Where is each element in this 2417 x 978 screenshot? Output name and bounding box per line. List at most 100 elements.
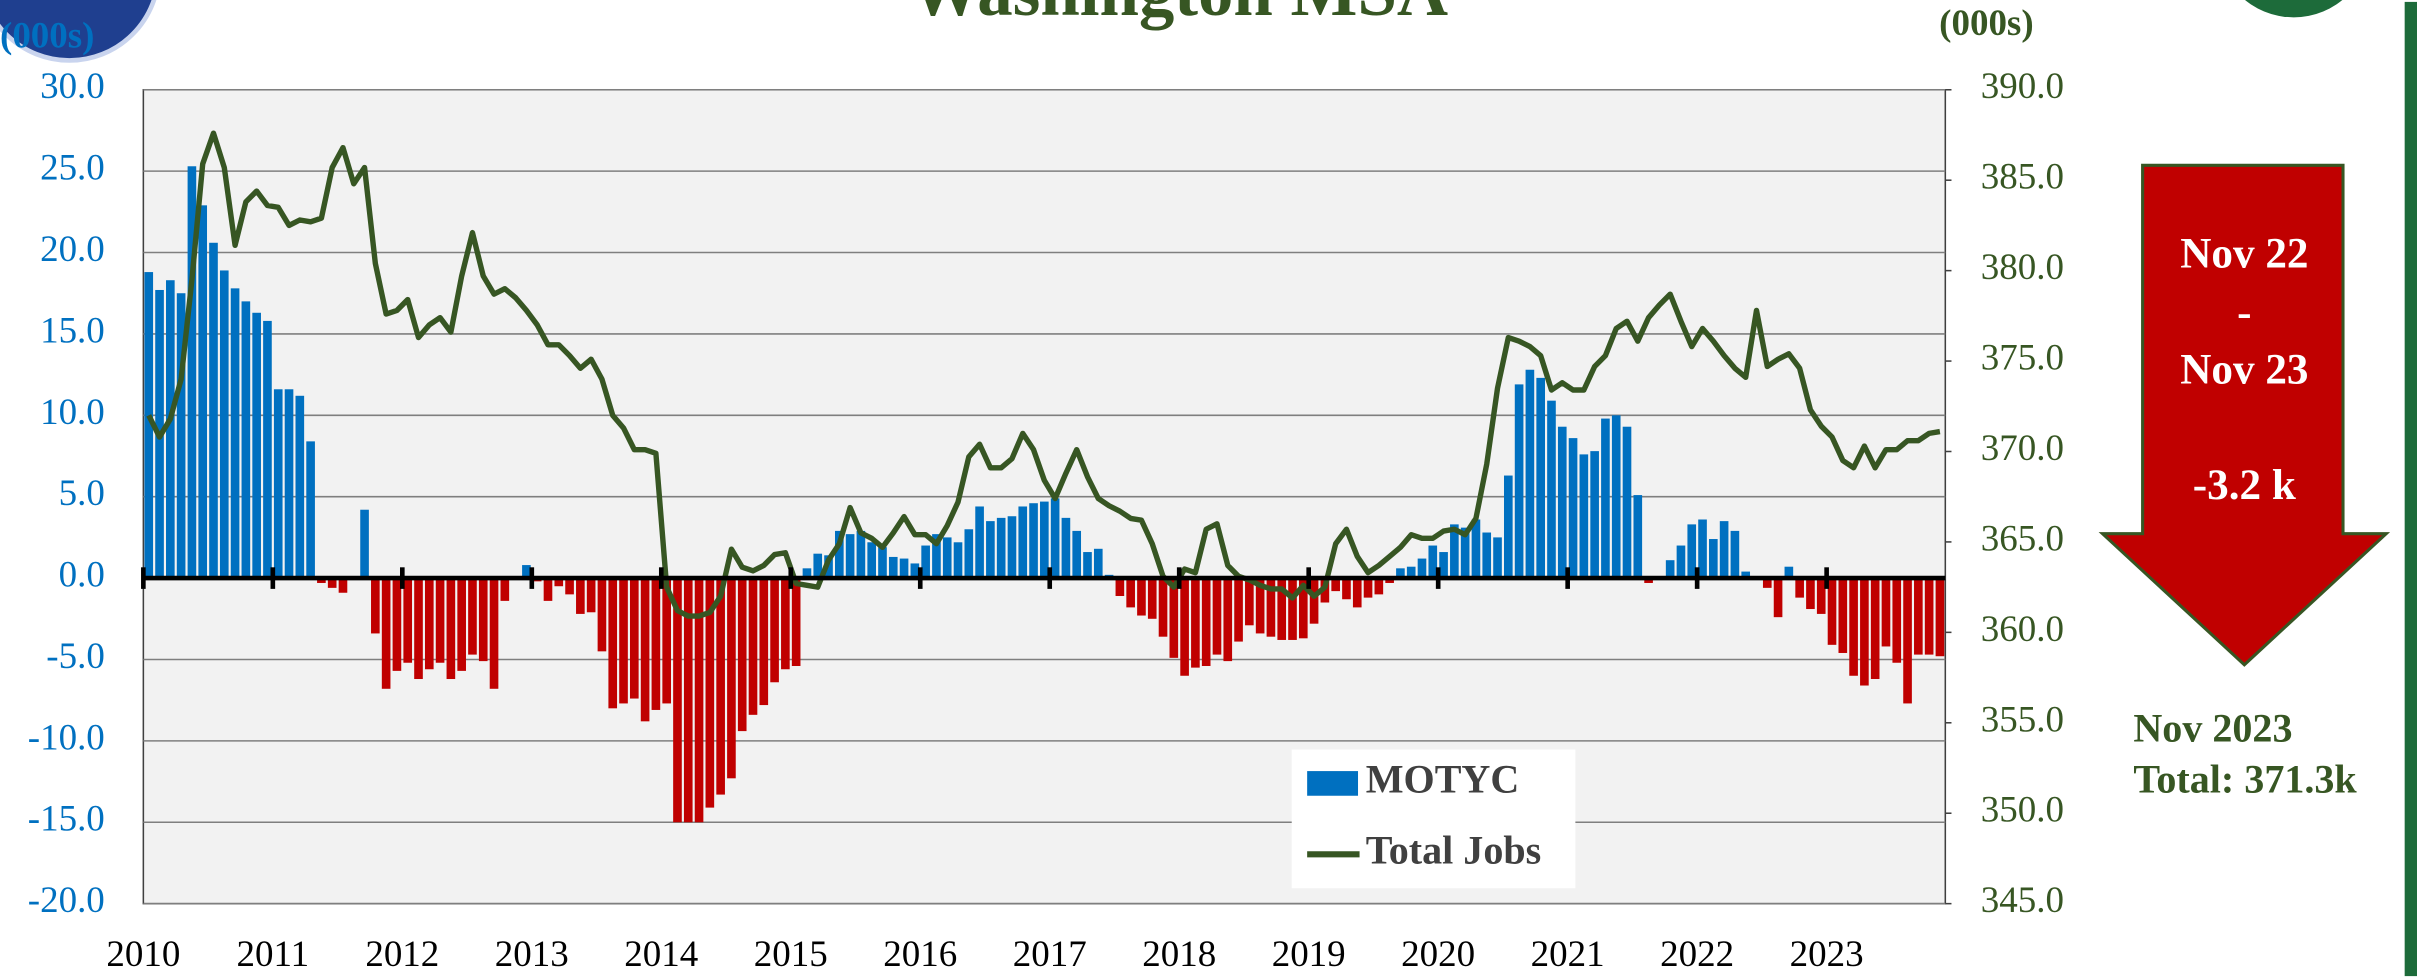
- arrow-label: -: [2237, 289, 2251, 336]
- bar: [867, 542, 877, 579]
- total-label: Total: 371.3k: [2133, 757, 2357, 802]
- bar: [813, 553, 823, 579]
- bar: [845, 534, 855, 579]
- y-tick-label: 15.0: [40, 310, 105, 351]
- y2-tick-label: 390.0: [1981, 66, 2064, 107]
- bar: [1622, 426, 1632, 579]
- right-border: [2404, 1, 2417, 977]
- x-tick-label: 2012: [365, 934, 439, 975]
- bar: [1115, 578, 1125, 597]
- bar: [1158, 578, 1168, 637]
- bar: [1083, 552, 1092, 579]
- bar: [586, 578, 596, 613]
- bar: [500, 578, 510, 601]
- bar: [975, 506, 984, 579]
- y2-tick-label: 355.0: [1981, 699, 2064, 740]
- y2-axis-label: (000s): [1939, 3, 2034, 44]
- x-tick-label: 2014: [624, 934, 698, 975]
- bar: [1385, 578, 1394, 583]
- bar: [241, 301, 251, 579]
- x-tick-label: 2011: [237, 934, 310, 975]
- bar: [856, 530, 866, 579]
- bar: [759, 578, 769, 706]
- y-tick-label: 30.0: [40, 66, 105, 107]
- bar: [176, 293, 186, 579]
- bar: [371, 578, 380, 634]
- x-tick-label: 2015: [754, 934, 828, 975]
- bar: [1396, 568, 1405, 579]
- bar: [1471, 519, 1481, 579]
- y-axis-label: (000s): [0, 15, 95, 56]
- bar: [1806, 578, 1815, 610]
- x-tick-label: 2020: [1401, 934, 1475, 975]
- bar: [166, 280, 175, 579]
- bar: [198, 205, 208, 579]
- bar: [1935, 578, 1945, 657]
- bar: [1525, 369, 1535, 579]
- arrow-label: Nov 23: [2180, 346, 2308, 393]
- bar: [446, 578, 456, 680]
- logo-right: [2245, 0, 2343, 18]
- bar: [737, 578, 747, 732]
- bar: [996, 517, 1006, 579]
- marks: [144, 130, 1945, 823]
- bar: [317, 578, 326, 583]
- bar: [543, 578, 553, 601]
- bar: [878, 547, 887, 579]
- bar: [219, 270, 229, 579]
- bar: [673, 578, 682, 823]
- x-tick-label: 2017: [1013, 934, 1087, 975]
- y2-tick-label: 370.0: [1981, 428, 2064, 469]
- bar: [835, 530, 844, 579]
- bar: [1093, 548, 1103, 579]
- bar: [360, 509, 369, 579]
- bar: [263, 320, 272, 579]
- bar: [1309, 578, 1319, 624]
- y-tick-label: 0.0: [59, 555, 105, 596]
- y-tick-label: 20.0: [40, 229, 105, 270]
- bar: [1061, 517, 1071, 579]
- y-tick-label: -10.0: [28, 717, 105, 758]
- bar: [1849, 578, 1858, 676]
- bar: [1816, 578, 1826, 614]
- bar: [1838, 578, 1848, 653]
- bar: [1342, 578, 1351, 600]
- bar: [554, 578, 564, 587]
- bar: [629, 578, 639, 699]
- bar: [651, 578, 661, 710]
- legend-label: Total Jobs: [1366, 828, 1542, 873]
- bar: [273, 389, 283, 579]
- logo-left: [0, 0, 157, 63]
- bar: [910, 563, 920, 579]
- bar: [478, 578, 488, 662]
- bar: [1191, 578, 1200, 668]
- bar: [1601, 418, 1610, 579]
- bar: [1201, 578, 1211, 666]
- axes: -20.0 -15.0 -10.0 -5.0 0.0 5.0 10.0 15.0 20.0 25.…: [28, 66, 2064, 975]
- bar: [1352, 578, 1362, 608]
- bar: [1298, 578, 1308, 639]
- bar: [1255, 578, 1265, 634]
- y2-tick-label: 385.0: [1981, 157, 2064, 198]
- bar: [1007, 516, 1017, 579]
- bar: [457, 578, 466, 671]
- bar: [414, 578, 423, 680]
- bar: [1417, 558, 1427, 579]
- legend-entries: MOTYC Total Jobs: [1307, 757, 1541, 873]
- bar: [489, 578, 499, 689]
- bar: [802, 568, 812, 579]
- bar: [1892, 578, 1902, 663]
- bar: [565, 578, 574, 595]
- x-tick-label: 2019: [1272, 934, 1346, 975]
- bar: [1428, 545, 1438, 579]
- bar: [1784, 566, 1794, 579]
- bar: [1924, 578, 1934, 655]
- bar: [1460, 527, 1470, 579]
- bar: [1072, 530, 1082, 579]
- y2-tick-label: 360.0: [1981, 609, 2064, 650]
- x-tick-label: 2013: [495, 934, 569, 975]
- bar: [1374, 578, 1384, 595]
- bar: [748, 578, 758, 715]
- bar: [1331, 578, 1340, 592]
- bar: [1644, 578, 1653, 583]
